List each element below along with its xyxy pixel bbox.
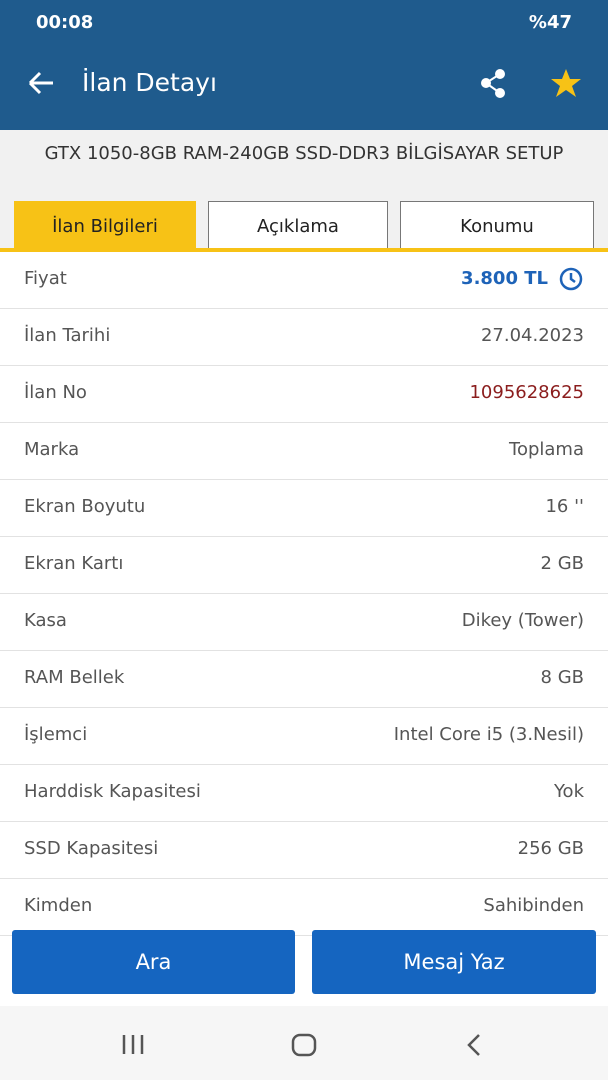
app-bar-icons (28, 69, 581, 98)
row-value: Intel Core i5 (3.Nesil) (393, 724, 584, 745)
row-value: Sahibinden (483, 895, 584, 916)
row-value: 27.04.2023 (480, 325, 584, 346)
tab[interactable]: Konumu (400, 201, 594, 248)
home-button[interactable] (291, 1033, 317, 1057)
page-title: İlan Detayı (82, 68, 217, 97)
info-row: SSD Kapasitesi 256 GB (0, 822, 608, 879)
listing-title: GTX 1050-8GB RAM-240GB SSD-DDR3 BİLGİSAY… (44, 143, 564, 164)
price-history-icon[interactable] (556, 264, 586, 294)
row-label: Kimden (24, 895, 93, 916)
info-row: RAM Bellek 8 GB (0, 651, 608, 708)
row-label: SSD Kapasitesi (24, 838, 159, 859)
clock: 00:08 (36, 12, 94, 33)
tab[interactable]: Açıklama (208, 201, 388, 248)
info-row: İşlemci Intel Core i5 (3.Nesil) (0, 708, 608, 765)
row-value: 1095628625 (469, 382, 584, 403)
row-label: Harddisk Kapasitesi (24, 781, 201, 802)
back-button[interactable] (28, 71, 53, 95)
info-row: Ekran Boyutu 16 '' (0, 480, 608, 537)
row-value: 2 GB (540, 553, 584, 574)
row-label: Kasa (24, 610, 67, 631)
favorite-button[interactable] (551, 69, 581, 97)
nav-bar (0, 1006, 608, 1080)
row-label: Marka (24, 439, 80, 460)
row-value: 16 '' (545, 496, 584, 517)
info-row: Harddisk Kapasitesi Yok (0, 765, 608, 822)
share-button[interactable] (481, 69, 505, 98)
row-value: Yok (553, 781, 584, 802)
battery: %47 (528, 12, 572, 33)
info-list: Fiyat 3.800 TL İlan Tarihi 27.04.2023 İlan N… (0, 252, 608, 936)
tab-indicator (0, 248, 608, 252)
row-value: Dikey (Tower) (461, 610, 584, 631)
row-value: Toplama (509, 439, 584, 460)
nav-icons (122, 1033, 480, 1057)
row-label: İlan No (24, 382, 87, 403)
row-label: RAM Bellek (24, 667, 125, 688)
row-label: İşlemci (24, 724, 88, 745)
info-row: Marka Toplama (0, 423, 608, 480)
call-button[interactable]: Ara (12, 930, 295, 994)
tab[interactable]: İlan Bilgileri (14, 201, 196, 248)
row-label: Ekran Boyutu (24, 496, 146, 517)
message-button[interactable]: Mesaj Yaz (312, 930, 596, 994)
info-row: Kasa Dikey (Tower) (0, 594, 608, 651)
app-bar: İlan Detayı (0, 44, 608, 130)
row-label: İlan Tarihi (24, 325, 111, 346)
back-nav-button[interactable] (467, 1034, 480, 1056)
row-value: 256 GB (517, 838, 584, 859)
status-bar: 00:08 %47 (0, 0, 608, 44)
info-row: Fiyat 3.800 TL (0, 252, 608, 309)
row-value: 8 GB (540, 667, 584, 688)
info-row: İlan No 1095628625 (0, 366, 608, 423)
row-label: Fiyat (24, 268, 67, 289)
row-label: Ekran Kartı (24, 553, 124, 574)
recents-button[interactable] (122, 1035, 144, 1054)
info-row: Ekran Kartı 2 GB (0, 537, 608, 594)
row-value: 3.800 TL (461, 268, 548, 289)
info-row: İlan Tarihi 27.04.2023 (0, 309, 608, 366)
info-row: Kimden Sahibinden (0, 879, 608, 936)
